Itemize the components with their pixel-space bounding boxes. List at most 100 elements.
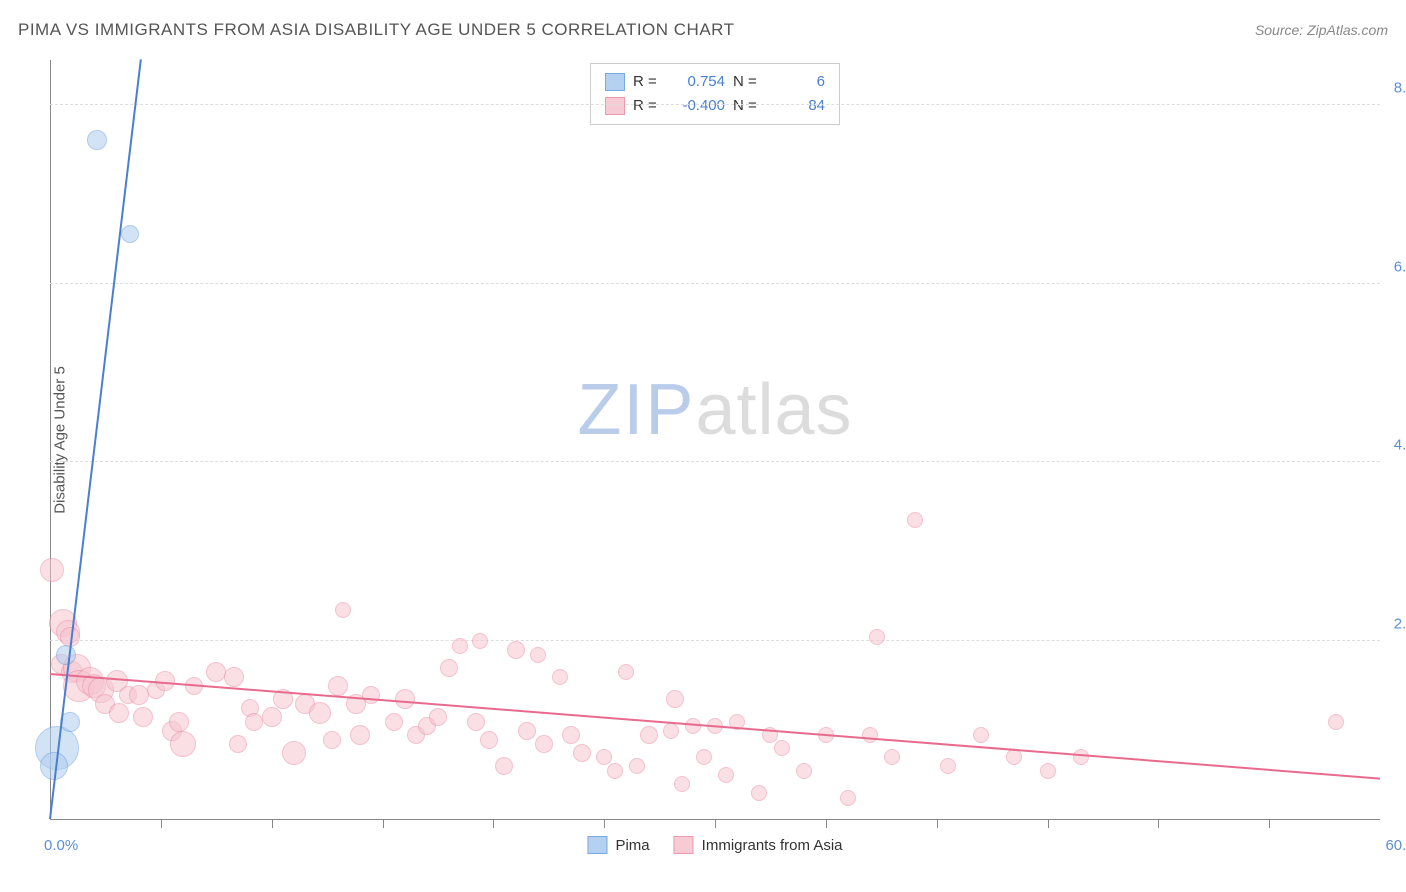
x-tick [1269,820,1270,828]
data-point-asia [518,722,536,740]
data-point-asia [607,763,623,779]
data-point-asia [618,664,634,680]
data-point-asia [109,703,129,723]
data-point-asia [495,757,513,775]
data-point-asia [1073,749,1089,765]
x-tick [272,820,273,828]
data-point-asia [774,740,790,756]
data-point-asia [562,726,580,744]
data-point-asia [224,667,244,687]
data-point-asia [862,727,878,743]
watermark-zip: ZIP [577,370,695,450]
y-tick-label: 2.0% [1394,616,1406,633]
data-point-asia [385,713,403,731]
data-point-pima [121,225,139,243]
gridline [50,461,1380,462]
data-point-asia [596,749,612,765]
data-point-asia [170,731,196,757]
data-point-asia [133,707,153,727]
data-point-asia [467,713,485,731]
data-point-asia [395,689,415,709]
gridline [50,104,1380,105]
data-point-asia [229,735,247,753]
correlation-legend: R = 0.754 N = 6 R = -0.400 N = 84 [590,63,840,125]
data-point-asia [472,633,488,649]
data-point-asia [262,707,282,727]
data-point-asia [663,723,679,739]
x-tick [826,820,827,828]
x-tick [161,820,162,828]
data-point-asia [1006,749,1022,765]
y-tick-label: 6.0% [1394,258,1406,275]
x-min-label: 0.0% [44,837,78,854]
y-axis [50,60,51,820]
data-point-asia [452,638,468,654]
x-tick [604,820,605,828]
legend-row-pima: R = 0.754 N = 6 [605,70,825,94]
data-point-asia [40,558,64,582]
data-point-asia [429,708,447,726]
n-label: N = [733,70,761,94]
data-point-asia [309,702,331,724]
data-point-asia [323,731,341,749]
legend-label-asia: Immigrants from Asia [702,837,843,854]
data-point-asia [245,713,263,731]
n-value-pima: 6 [769,70,825,94]
x-tick [383,820,384,828]
n-value-asia: 84 [769,94,825,118]
data-point-asia [685,718,701,734]
data-point-asia [1040,763,1056,779]
legend-item-asia: Immigrants from Asia [674,836,843,854]
chart-area: Disability Age Under 5 ZIPatlas R = 0.75… [50,60,1380,820]
data-point-asia [335,602,351,618]
x-tick [937,820,938,828]
n-label: N = [733,94,761,118]
swatch-pima [605,73,625,91]
data-point-asia [666,690,684,708]
x-tick [1048,820,1049,828]
r-label: R = [633,94,661,118]
r-label: R = [633,70,661,94]
gridline [50,283,1380,284]
legend-label-pima: Pima [615,837,649,854]
data-point-asia [282,741,306,765]
data-point-asia [328,676,348,696]
swatch-pima [587,836,607,854]
data-point-asia [1328,714,1344,730]
data-point-asia [796,763,812,779]
data-point-asia [350,725,370,745]
data-point-asia [552,669,568,685]
data-point-asia [129,685,149,705]
gridline [50,640,1380,641]
data-point-pima [87,130,107,150]
data-point-asia [907,512,923,528]
data-point-asia [535,735,553,753]
watermark-atlas: atlas [695,370,852,450]
chart-header: PIMA VS IMMIGRANTS FROM ASIA DISABILITY … [18,20,1388,40]
swatch-asia [674,836,694,854]
y-tick-label: 8.0% [1394,79,1406,96]
data-point-asia [751,785,767,801]
data-point-asia [440,659,458,677]
series-legend: Pima Immigrants from Asia [587,836,842,854]
data-point-asia [674,776,690,792]
swatch-asia [605,97,625,115]
data-point-asia [840,790,856,806]
legend-item-pima: Pima [587,836,649,854]
r-value-asia: -0.400 [669,94,725,118]
data-point-asia [169,712,189,732]
data-point-asia [206,662,226,682]
data-point-asia [718,767,734,783]
data-point-asia [869,629,885,645]
x-tick [715,820,716,828]
legend-row-asia: R = -0.400 N = 84 [605,94,825,118]
chart-title: PIMA VS IMMIGRANTS FROM ASIA DISABILITY … [18,20,735,40]
chart-source: Source: ZipAtlas.com [1255,22,1388,38]
r-value-pima: 0.754 [669,70,725,94]
data-point-asia [507,641,525,659]
x-max-label: 60.0% [1385,837,1406,854]
data-point-asia [480,731,498,749]
data-point-asia [362,686,380,704]
data-point-asia [884,749,900,765]
data-point-asia [530,647,546,663]
